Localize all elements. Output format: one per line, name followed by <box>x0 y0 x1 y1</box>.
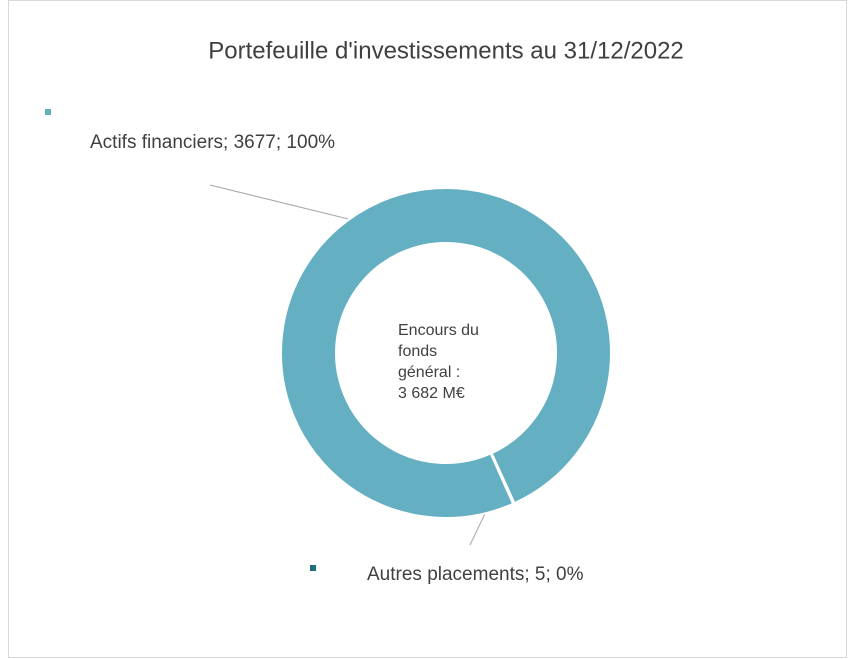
center-label: 3 682 M€ <box>398 385 465 402</box>
donut-slice <box>489 451 516 506</box>
legend-key <box>310 565 316 571</box>
chart-frame <box>8 0 847 658</box>
center-label: fonds <box>398 343 437 360</box>
data-label: Actifs financiers; 3677; 100% <box>90 132 335 153</box>
data-label: Autres placements; 5; 0% <box>367 564 584 585</box>
center-label: général : <box>398 364 460 381</box>
legend-key <box>45 109 51 115</box>
chart-title: Portefeuille d'investissements au 31/12/… <box>208 37 684 64</box>
center-label: Encours du <box>398 322 479 339</box>
donut-slice <box>280 187 612 519</box>
